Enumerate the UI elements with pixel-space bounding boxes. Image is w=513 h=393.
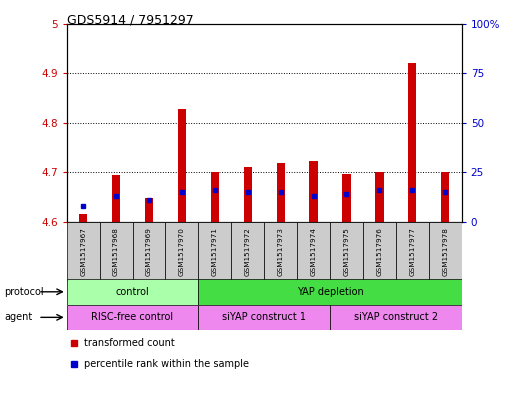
Text: GDS5914 / 7951297: GDS5914 / 7951297 [67,14,193,27]
Text: GSM1517974: GSM1517974 [310,227,317,276]
Bar [244,167,252,222]
Bar [112,175,120,222]
Text: GSM1517968: GSM1517968 [113,227,119,276]
Text: GSM1517969: GSM1517969 [146,227,152,276]
Text: GSM1517975: GSM1517975 [344,227,349,276]
Text: percentile rank within the sample: percentile rank within the sample [85,359,249,369]
Bar [376,173,384,222]
Bar [67,222,100,281]
Bar [100,222,132,281]
Bar [199,305,330,330]
Bar [145,198,153,222]
Bar [199,279,462,305]
Text: GSM1517971: GSM1517971 [212,227,218,276]
Text: GSM1517973: GSM1517973 [278,227,284,276]
Bar [363,222,396,281]
Text: GSM1517978: GSM1517978 [442,227,448,276]
Text: control: control [115,287,149,297]
Bar [79,214,87,222]
Text: GSM1517970: GSM1517970 [179,227,185,276]
Bar [441,173,449,222]
Text: GSM1517977: GSM1517977 [409,227,416,276]
Bar [396,222,429,281]
Text: YAP depletion: YAP depletion [297,287,363,297]
Text: GSM1517967: GSM1517967 [80,227,86,276]
Bar [231,222,264,281]
Text: GSM1517972: GSM1517972 [245,227,251,276]
Bar [277,163,285,222]
Bar [309,161,318,222]
Bar [330,305,462,330]
Text: siYAP construct 1: siYAP construct 1 [222,312,306,322]
Text: transformed count: transformed count [85,338,175,348]
Bar [297,222,330,281]
Bar [132,222,165,281]
Bar [429,222,462,281]
Bar [342,174,350,222]
Bar [67,305,199,330]
Bar [165,222,199,281]
Bar [330,222,363,281]
Bar [211,173,219,222]
Text: RISC-free control: RISC-free control [91,312,173,322]
Text: protocol: protocol [4,287,44,297]
Bar [199,222,231,281]
Text: agent: agent [4,312,32,322]
Bar [264,222,297,281]
Text: siYAP construct 2: siYAP construct 2 [354,312,438,322]
Bar [67,279,199,305]
Text: GSM1517976: GSM1517976 [377,227,382,276]
Bar [408,63,417,222]
Bar [178,109,186,222]
